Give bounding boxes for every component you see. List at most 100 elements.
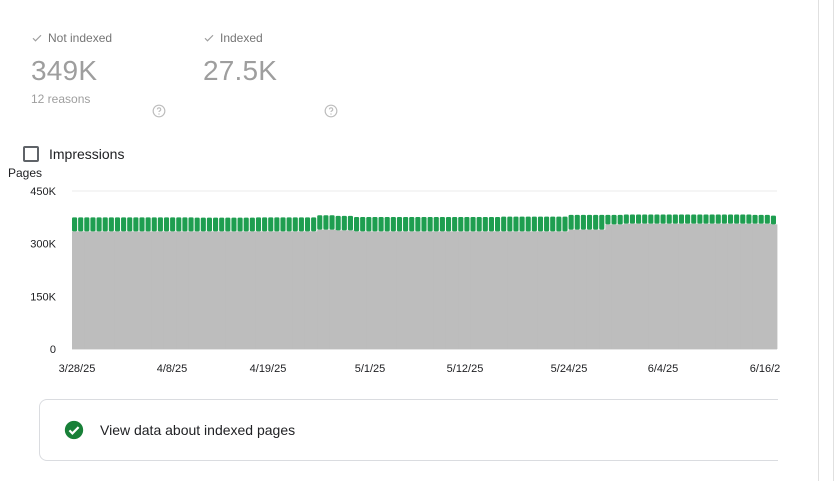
bar-not-indexed — [537, 231, 545, 349]
indexed-title: Indexed — [203, 31, 277, 45]
view-indexed-pages-card[interactable]: View data about indexed pages — [39, 399, 799, 461]
bar-not-indexed — [660, 223, 668, 349]
bar-not-indexed — [403, 231, 410, 349]
bar-indexed — [421, 216, 427, 232]
bar-indexed — [513, 216, 519, 232]
bar-indexed — [151, 217, 157, 232]
x-tick-label: 5/12/25 — [447, 363, 484, 375]
bar-indexed — [176, 217, 182, 232]
bar-not-indexed — [323, 229, 330, 349]
bar-not-indexed — [685, 223, 692, 349]
x-tick-label: 6/16/2 — [750, 363, 781, 375]
bar-not-indexed — [384, 231, 392, 349]
bar-not-indexed — [157, 231, 165, 349]
y-tick-label: 300K — [30, 239, 56, 251]
bar-indexed — [470, 216, 476, 232]
impressions-checkbox[interactable] — [23, 146, 39, 162]
bar-indexed — [366, 216, 372, 232]
bar-indexed — [525, 216, 531, 232]
check-icon — [204, 34, 214, 42]
bar-indexed — [274, 217, 280, 232]
bar-indexed — [488, 216, 494, 232]
bar-indexed — [636, 214, 642, 224]
y-tick-label: 450K — [30, 186, 56, 198]
bar-indexed — [519, 216, 525, 232]
bar-not-indexed — [752, 223, 760, 349]
bar-not-indexed — [366, 231, 373, 349]
bar-indexed — [243, 217, 249, 232]
bar-not-indexed — [341, 230, 349, 349]
bar-indexed — [678, 214, 685, 224]
chart-y-ticks: 0 150K 300K 450K — [30, 186, 56, 356]
bar-not-indexed — [476, 231, 484, 349]
bar-indexed — [286, 217, 292, 232]
check-icon — [32, 34, 42, 42]
bar-not-indexed — [636, 223, 643, 349]
bar-not-indexed — [151, 231, 159, 349]
bar-not-indexed — [697, 223, 704, 349]
bar-not-indexed — [219, 231, 226, 349]
bar-indexed — [703, 214, 709, 224]
bar-not-indexed — [102, 231, 110, 349]
bar-indexed — [304, 217, 311, 232]
bar-indexed — [121, 217, 127, 232]
bar-indexed — [727, 214, 734, 224]
bar-indexed — [114, 217, 121, 232]
bar-not-indexed — [182, 231, 189, 349]
bar-indexed — [531, 216, 537, 232]
bar-not-indexed — [335, 230, 343, 349]
bar-not-indexed — [531, 231, 539, 349]
bar-indexed — [139, 217, 145, 232]
chart-bars — [72, 214, 778, 349]
bar-not-indexed — [611, 224, 619, 349]
bar-not-indexed — [200, 231, 208, 349]
bar-indexed — [568, 214, 574, 230]
x-tick-label: 4/19/25 — [250, 363, 287, 375]
bar-not-indexed — [550, 231, 557, 349]
bar-not-indexed — [90, 231, 97, 349]
x-tick-label: 5/24/25 — [551, 363, 588, 375]
bar-indexed — [194, 217, 200, 232]
help-icon[interactable] — [152, 104, 166, 118]
bar-not-indexed — [495, 231, 502, 349]
bar-indexed — [133, 217, 139, 232]
bar-not-indexed — [727, 223, 735, 349]
bar-not-indexed — [721, 223, 729, 349]
bar-not-indexed — [249, 231, 257, 349]
impressions-label: Impressions — [49, 146, 125, 162]
bar-not-indexed — [580, 229, 588, 349]
bar-indexed — [157, 217, 163, 232]
pages-chart: 0 150K 300K 450K 3/28/25 4/8/25 4/19/25 5/1/25… — [30, 186, 781, 375]
bar-indexed — [715, 214, 721, 224]
bar-indexed — [709, 214, 715, 224]
bar-not-indexed — [396, 231, 404, 349]
bar-indexed — [764, 214, 770, 224]
bar-not-indexed — [703, 223, 710, 349]
bar-indexed — [102, 217, 108, 232]
bar-indexed — [501, 216, 507, 232]
bar-not-indexed — [574, 229, 582, 349]
bar-indexed — [734, 214, 740, 224]
bar-not-indexed — [280, 231, 287, 349]
bar-indexed — [752, 214, 758, 224]
bar-not-indexed — [347, 230, 355, 349]
bar-indexed — [611, 214, 617, 225]
bar-not-indexed — [84, 231, 91, 349]
bar-indexed — [237, 217, 243, 232]
y-tick-label: 150K — [30, 291, 56, 303]
bar-indexed — [311, 217, 317, 232]
bar-indexed — [691, 214, 697, 224]
bar-not-indexed — [72, 231, 79, 349]
bar-indexed — [562, 216, 568, 232]
bar-not-indexed — [121, 231, 128, 349]
impressions-toggle[interactable]: Impressions — [23, 146, 124, 162]
check-circle-icon — [64, 420, 84, 440]
bar-not-indexed — [421, 231, 428, 349]
bar-indexed — [182, 217, 188, 232]
bar-indexed — [188, 217, 194, 232]
bar-not-indexed — [758, 223, 766, 349]
bar-not-indexed — [255, 231, 263, 349]
help-icon[interactable] — [324, 104, 338, 118]
bar-indexed — [323, 215, 329, 230]
bar-indexed — [507, 216, 513, 232]
